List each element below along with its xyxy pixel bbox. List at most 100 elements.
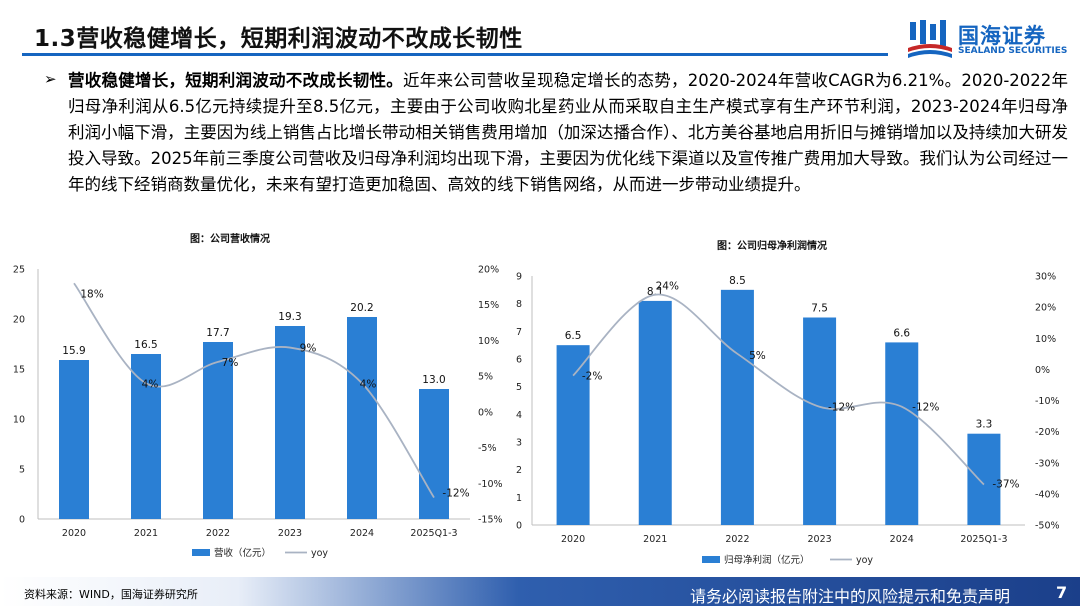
x-tick-label: 2022 [206, 528, 230, 539]
y-tick-label: 15 [13, 365, 25, 376]
y2-tick-label: -20% [1035, 427, 1060, 438]
legend-line-label: yoy [856, 555, 873, 566]
yoy-line [572, 293, 985, 486]
yoy-data-label: 24% [656, 281, 679, 293]
bar [203, 342, 233, 519]
legend-bar-label: 归母净利润（亿元） [724, 554, 810, 566]
x-tick-label: 2024 [350, 528, 374, 539]
net-profit-chart: 图：公司归母净利润情况 0 1 2 3 4 5 6 7 8 9 -50% -40% -30% -20% -10… [516, 239, 1060, 566]
legend-line-label: yoy [311, 548, 328, 559]
yoy-data-label: -12% [828, 402, 855, 414]
revenue-chart: 图：公司营收情况 0 5 10 15 20 25 -15% -10% -5% 0% 5% 10% 15% 2… [13, 232, 503, 559]
yoy-data-label: 9% [300, 343, 317, 355]
yoy-data-label: 4% [360, 378, 377, 390]
logo-text-cn: 国海证券 [958, 24, 1046, 48]
y2-tick-label: -40% [1035, 489, 1060, 500]
bar [720, 289, 754, 525]
bar-data-label: 8.5 [729, 275, 746, 287]
y2-tick-label: 5% [478, 372, 493, 383]
bar [638, 300, 672, 525]
bar-data-label: 15.9 [62, 345, 85, 357]
y2-tick-label: 10% [1035, 334, 1056, 345]
y-tick-label: 25 [13, 265, 25, 276]
summary-lead: 营收稳健增长，短期利润波动不改成长韧性。 [68, 71, 403, 90]
summary-text: 近年来公司营收呈现稳定增长的态势，2020-2024年营收CAGR为6.21%。… [68, 71, 1069, 194]
y2-tick-label: -5% [478, 443, 497, 454]
y-tick-label: 0 [516, 521, 522, 532]
y-tick-label: 5 [516, 382, 522, 393]
legend-bar-swatch [702, 556, 720, 563]
y2-tick-label: 20% [1035, 303, 1056, 314]
bar [59, 360, 89, 519]
bar [967, 433, 1001, 525]
y2-tick-label: 0% [478, 407, 493, 418]
bar-data-label: 19.3 [278, 311, 301, 323]
legend-bar-swatch [192, 549, 210, 556]
x-tick-label: 2022 [725, 534, 749, 545]
y2-tick-label: 10% [478, 336, 499, 347]
logo: 国海证券 SEALAND SECURITIES [906, 18, 1068, 60]
yoy-data-label: -37% [992, 479, 1019, 491]
yoy-data-label: 18% [80, 288, 103, 300]
bar [131, 354, 161, 519]
footer-bar [0, 577, 1080, 606]
x-tick-label: 2020 [62, 528, 86, 539]
page-number: 7 [1056, 583, 1068, 602]
y-tick-label: 2 [516, 465, 522, 476]
x-tick-label: 2025Q1-3 [410, 528, 457, 539]
y2-tick-label: -10% [1035, 396, 1060, 407]
yoy-data-label: 4% [142, 378, 159, 390]
y-tick-label: 8 [516, 299, 522, 310]
legend-bar-label: 营收（亿元） [214, 547, 271, 559]
y-tick-label: 3 [516, 438, 522, 449]
bar-data-label: 20.2 [350, 302, 373, 314]
logo-mark-icon [908, 20, 952, 58]
y2-tick-label: 15% [478, 300, 499, 311]
bullet-arrow-icon: ➢ [44, 70, 57, 88]
yoy-data-label: 5% [749, 350, 766, 362]
y-tick-label: 0 [19, 515, 25, 526]
x-tick-label: 2023 [807, 534, 831, 545]
bar-data-label: 6.6 [893, 327, 910, 339]
x-tick-label: 2025Q1-3 [960, 534, 1007, 545]
y-tick-label: 5 [19, 465, 25, 476]
yoy-line [73, 282, 435, 499]
footer-disclaimer: 请务必阅读报告附注中的风险提示和免责声明 [690, 587, 1011, 606]
y-tick-label: 4 [516, 410, 522, 421]
y2-tick-label: 30% [1035, 272, 1056, 283]
x-tick-label: 2021 [643, 534, 667, 545]
y2-tick-label: -50% [1035, 521, 1060, 532]
y-tick-label: 7 [516, 327, 522, 338]
bar [347, 317, 377, 519]
y-tick-label: 6 [516, 355, 522, 366]
y2-tick-label: -30% [1035, 458, 1060, 469]
bar-data-label: 13.0 [422, 374, 445, 386]
x-tick-label: 2023 [278, 528, 302, 539]
x-tick-label: 2020 [561, 534, 585, 545]
title-underline [22, 53, 888, 56]
bar-data-label: 6.5 [565, 330, 582, 342]
x-tick-label: 2024 [890, 534, 914, 545]
yoy-data-label: 7% [222, 357, 239, 369]
chart-title: 图：公司归母净利润情况 [717, 239, 827, 252]
bar-data-label: 7.5 [811, 303, 828, 315]
bar [275, 326, 305, 519]
bar-data-label: 17.7 [206, 327, 229, 339]
y-tick-label: 1 [516, 493, 522, 504]
y-tick-label: 10 [13, 415, 25, 426]
yoy-data-label: -12% [442, 488, 469, 500]
y2-tick-label: -10% [478, 479, 503, 490]
bar-data-label: 3.3 [976, 419, 993, 431]
y-tick-label: 20 [13, 315, 25, 326]
summary-paragraph: 营收稳健增长，短期利润波动不改成长韧性。近年来公司营收呈现稳定增长的态势，202… [68, 68, 1068, 198]
yoy-data-label: -2% [582, 371, 602, 383]
chart-title: 图：公司营收情况 [190, 232, 270, 245]
page-title: 1.3营收稳健增长，短期利润波动不改成长韧性 [34, 26, 523, 52]
logo-text-en: SEALAND SECURITIES [958, 46, 1068, 56]
y2-tick-label: 0% [1035, 365, 1050, 376]
y2-tick-label: -15% [478, 515, 503, 526]
bar [803, 317, 837, 525]
bar [885, 342, 919, 525]
y2-tick-label: 20% [478, 265, 499, 276]
y-tick-label: 9 [516, 272, 522, 283]
